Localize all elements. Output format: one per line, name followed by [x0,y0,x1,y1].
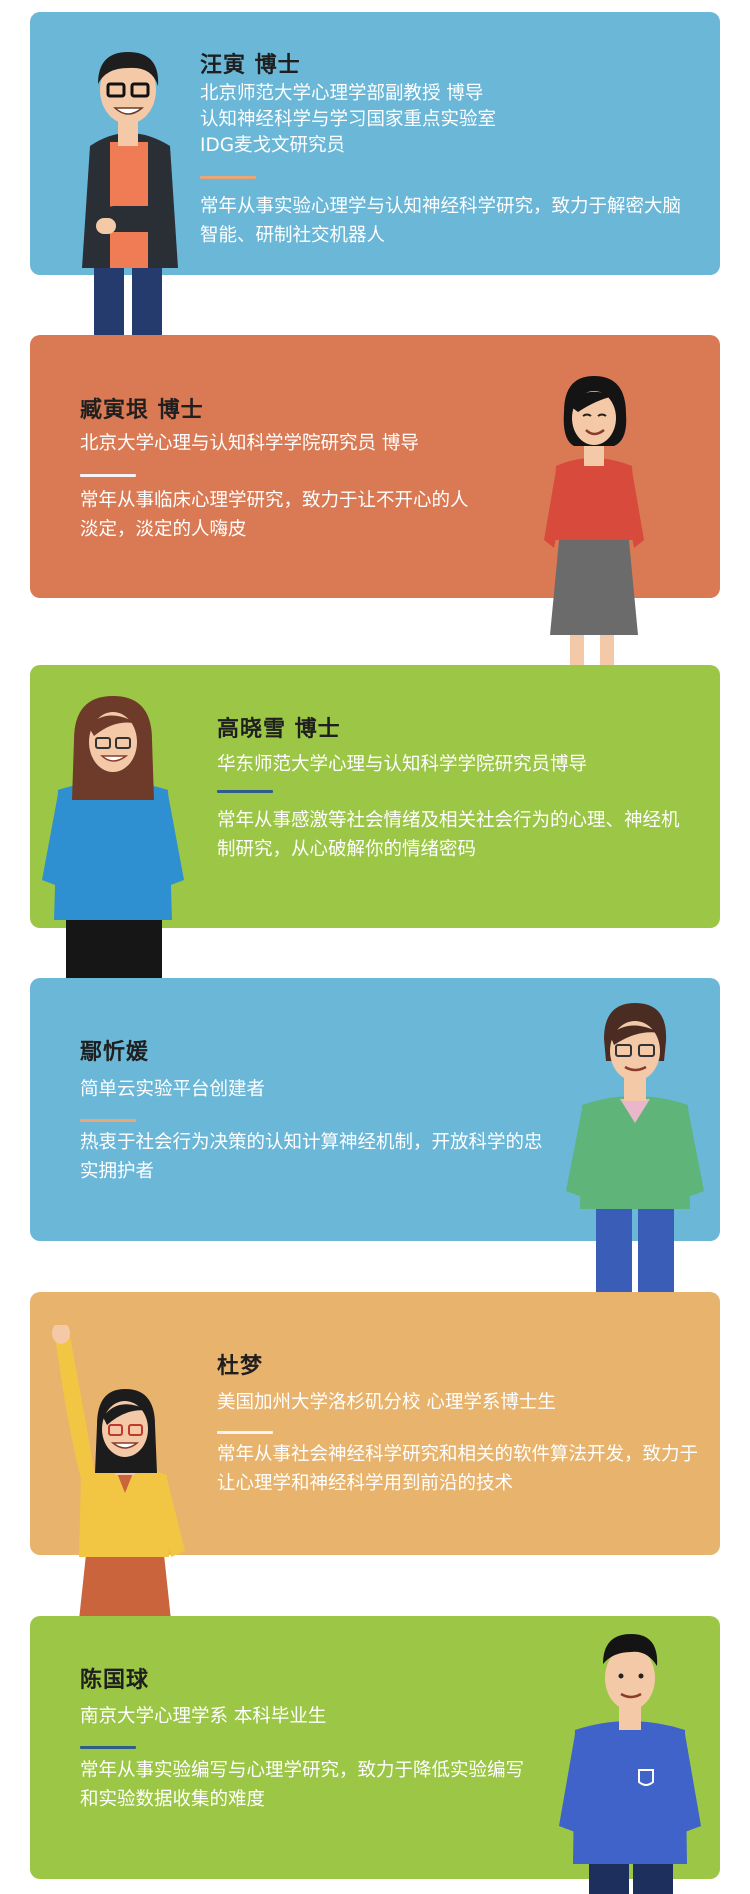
person-illustration-3 [42,696,184,980]
member-description: 常年从事感激等社会情绪及相关社会行为的心理、神经机制研究，从心破解你的情绪密码 [217,810,680,860]
separator-line [80,474,136,477]
member-name: 杜梦 [217,1354,264,1379]
separator-line [217,790,273,793]
separator-line [80,1746,136,1749]
member-description: 常年从事社会神经科学研究和相关的软件算法开发，致力于让心理学和神经科学用到前沿的… [217,1444,699,1494]
separator-line [200,176,256,179]
member-name: 高晓雪 博士 [217,717,341,742]
person-illustration-6 [559,1634,701,1894]
separator-line [80,1119,136,1122]
member-title: 北京师范大学心理学部副教授 博导 [200,83,484,104]
person-illustration-1 [82,52,178,343]
member-title: 华东师范大学心理与认知科学学院研究员博导 [217,754,588,775]
member-description: 常年从事实验心理学与认知神经科学研究，致力于解密大脑智能、研制社交机器人 [200,196,682,246]
member-name: 臧寅垠 博士 [80,398,204,423]
member-title: 简单云实验平台创建者 [80,1079,266,1100]
member-name: 汪寅 博士 [200,53,301,78]
member-title: 南京大学心理学系 本科毕业生 [80,1706,327,1727]
separator-line [217,1431,273,1434]
member-title: 北京大学心理与认知科学学院研究员 博导 [80,433,419,454]
member-description: 热衷于社会行为决策的认知计算神经机制，开放科学的忠实拥护者 [80,1132,543,1182]
member-name: 陈国球 [80,1668,150,1693]
person-illustration-4 [566,1003,704,1295]
member-description: 常年从事实验编写与心理学研究，致力于降低实验编写和实验数据收集的难度 [80,1760,525,1810]
person-illustration-2 [544,376,644,665]
member-name: 鄢忻媛 [80,1040,150,1065]
member-title: 美国加州大学洛杉矶分校 心理学系博士生 [217,1392,556,1413]
member-description: 常年从事临床心理学研究，致力于让不开心的人淡定，淡定的人嗨皮 [80,490,469,540]
member-title: 认知神经科学与学习国家重点实验室 [200,109,497,130]
person-illustration-5 [52,1325,185,1620]
member-title: IDG麦戈文研究员 [200,135,346,156]
